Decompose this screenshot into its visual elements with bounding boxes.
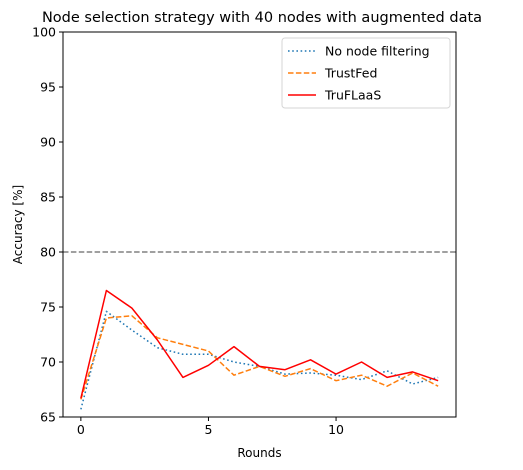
y-axis-label: Accuracy [%] (11, 185, 25, 264)
plot-frame (62, 31, 457, 418)
x-tick-label: 5 (204, 422, 212, 437)
series-line-0 (80, 310, 439, 410)
y-tick-label: 85 (40, 189, 56, 204)
y-tick-label: 75 (40, 299, 56, 314)
y-tick-label: 80 (40, 244, 56, 259)
y-tick-label: 70 (40, 354, 56, 369)
x-axis: 0 5 10 (77, 417, 344, 437)
series-line-1 (80, 315, 439, 400)
y-tick-label: 100 (32, 24, 56, 39)
legend-label-0: No node filtering (325, 43, 430, 58)
legend-label-1: TrustFed (324, 65, 377, 80)
series-line-2 (80, 289, 439, 399)
y-tick-label: 90 (40, 134, 56, 149)
plot-area (63, 251, 456, 410)
x-tick-label: 10 (328, 422, 344, 437)
y-tick-label: 65 (40, 409, 56, 424)
legend: No node filtering TrustFed TruFLaaS (281, 37, 451, 109)
legend-label-2: TruFLaaS (324, 87, 381, 102)
chart-title: Node selection strategy with 40 nodes wi… (42, 10, 482, 26)
legend-box (281, 37, 451, 109)
x-tick-label: 0 (77, 422, 85, 437)
y-axis: 65 70 75 80 85 90 95 100 (32, 24, 63, 424)
y-tick-label: 95 (40, 79, 56, 94)
x-axis-label: Rounds (237, 446, 281, 460)
